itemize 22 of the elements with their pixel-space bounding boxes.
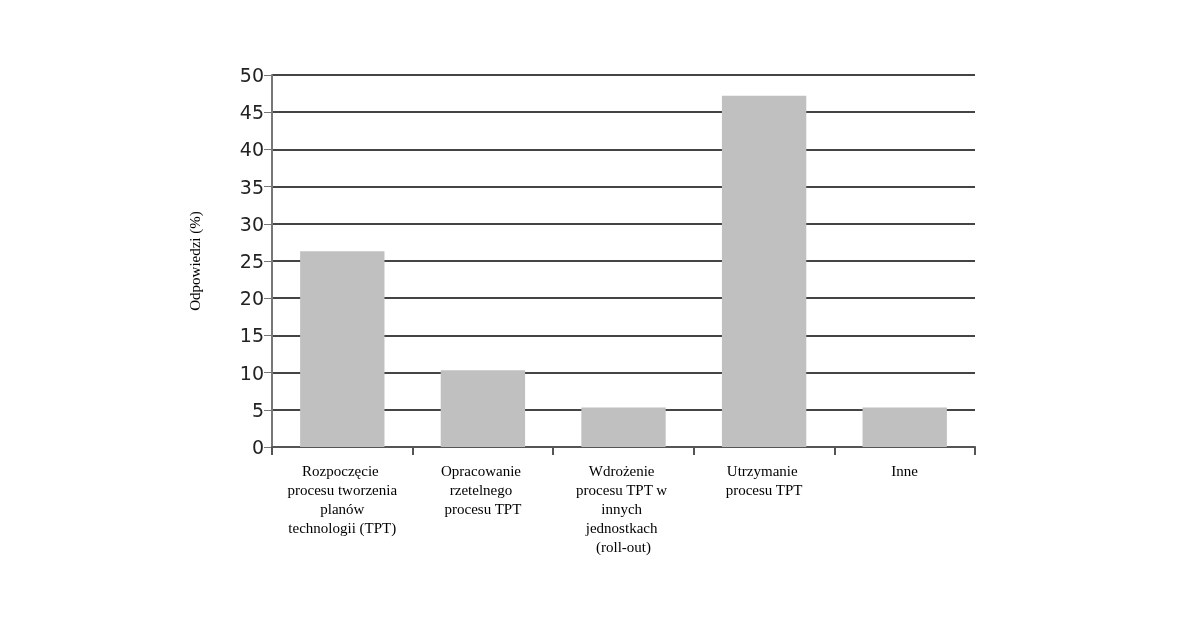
y-tick-label: 50 [239,64,264,86]
y-tick-label: 40 [239,138,264,161]
bar [440,370,526,447]
x-tick-label: Wdrożenie procesu TPT w innych jednostkach (roll-out) [576,462,671,556]
y-tick-label: 0 [251,436,264,458]
x-tick-label: Opracowanie rzetelnego procesu TPT [441,462,525,517]
y-tick-label: 20 [239,287,264,310]
y-tick-label: 10 [239,361,264,384]
y-tick-label: 45 [239,101,264,124]
y-tick-label: 35 [239,175,264,198]
y-tick-label: 30 [239,212,264,235]
x-tick-label: Inne [891,462,919,479]
bar [300,251,385,447]
x-tick-label: Rozpoczęcie procesu tworzenia planów technologii (TPT) [287,462,398,537]
bar [862,407,947,447]
y-tick-label: 25 [239,250,264,272]
bar [581,407,666,447]
y-axis-title: Odpowiedzi (%) [186,211,204,311]
bar [721,95,807,447]
x-tick-label: Utrzymanie procesu TPT [725,462,803,498]
y-tick-label: 5 [251,398,264,421]
y-tick-label: 15 [239,324,264,347]
